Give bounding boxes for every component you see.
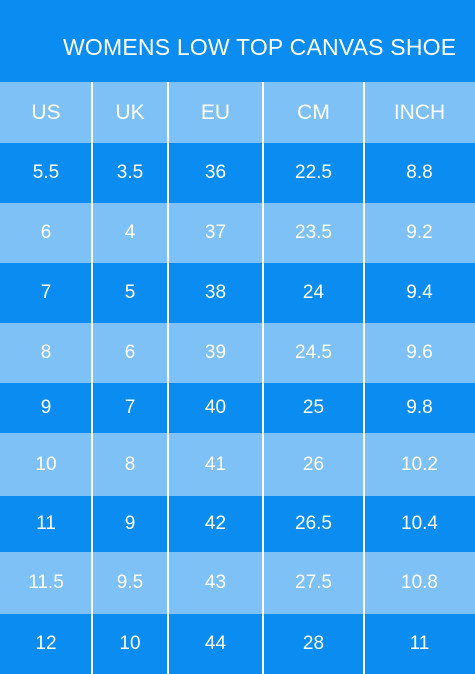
header-cm: CM	[297, 100, 330, 124]
cell-cm: 25	[302, 397, 325, 418]
cell-inch: 10.8	[401, 572, 438, 593]
cell-uk: 6	[124, 342, 136, 363]
cell-inch: 9.4	[406, 282, 433, 303]
cell-cm: 26.5	[295, 513, 332, 534]
cell-eu: 39	[204, 342, 227, 363]
cell-us: 10	[35, 453, 57, 475]
cell-eu: 44	[204, 633, 227, 654]
column-divider	[363, 82, 365, 674]
cell-cm: 22.5	[295, 162, 332, 183]
cell-eu: 40	[204, 397, 227, 418]
cell-inch: 9.6	[406, 342, 433, 363]
header-row: US UK EU CM INCH	[0, 82, 475, 143]
cell-us: 8	[40, 342, 52, 363]
cell-inch: 11	[409, 633, 430, 654]
table-row: 10 8 41 26 10.2	[0, 433, 475, 496]
cell-us: 11	[36, 513, 56, 534]
cell-inch: 8.8	[406, 162, 433, 183]
cell-uk: 7	[124, 397, 136, 418]
cell-inch: 10.2	[401, 453, 438, 475]
cell-cm: 26	[302, 453, 325, 475]
cell-us: 5.5	[32, 162, 60, 183]
cell-cm: 28	[302, 633, 325, 654]
cell-cm: 24.5	[295, 342, 332, 363]
cell-us: 12	[35, 633, 57, 654]
table-row: 9 7 40 25 9.8	[0, 383, 475, 433]
cell-uk: 10	[119, 633, 141, 654]
table-row: 12 10 44 28 11	[0, 614, 475, 674]
table-row: 5.5 3.5 36 22.5 8.8	[0, 143, 475, 203]
table-row: 7 5 38 24 9.4	[0, 263, 475, 323]
cell-eu: 41	[204, 453, 227, 475]
chart-title: WOMENS LOW TOP CANVAS SHOE	[0, 0, 475, 82]
cell-inch: 9.2	[406, 222, 433, 243]
cell-inch: 10.4	[401, 513, 438, 534]
cell-us: 6	[40, 222, 52, 243]
cell-eu: 42	[204, 513, 227, 534]
cell-cm: 24	[302, 282, 325, 303]
cell-uk: 9.5	[116, 572, 144, 593]
cell-eu: 38	[204, 282, 227, 303]
cell-inch: 9.8	[406, 397, 433, 418]
column-divider	[262, 82, 264, 674]
cell-uk: 5	[124, 282, 136, 303]
cell-eu: 36	[204, 162, 227, 183]
header-inch: INCH	[393, 100, 446, 124]
column-divider	[167, 82, 169, 674]
cell-us: 11.5	[28, 572, 64, 593]
table-row: 8 6 39 24.5 9.6	[0, 323, 475, 383]
header-eu: EU	[200, 100, 231, 124]
header-uk: UK	[115, 100, 145, 124]
cell-eu: 43	[204, 572, 227, 593]
column-divider	[91, 82, 93, 674]
table-row: 6 4 37 23.5 9.2	[0, 203, 475, 263]
table-row: 11 9 42 26.5 10.4	[0, 496, 475, 552]
cell-uk: 4	[124, 222, 136, 243]
cell-eu: 37	[204, 222, 227, 243]
cell-us: 9	[40, 397, 52, 418]
cell-cm: 23.5	[295, 222, 332, 243]
cell-us: 7	[40, 282, 52, 303]
cell-uk: 9	[124, 513, 136, 534]
table-row: 11.5 9.5 43 27.5 10.8	[0, 552, 475, 614]
cell-uk: 3.5	[116, 162, 144, 183]
cell-cm: 27.5	[295, 572, 332, 593]
cell-uk: 8	[124, 453, 136, 475]
header-us: US	[31, 100, 61, 124]
